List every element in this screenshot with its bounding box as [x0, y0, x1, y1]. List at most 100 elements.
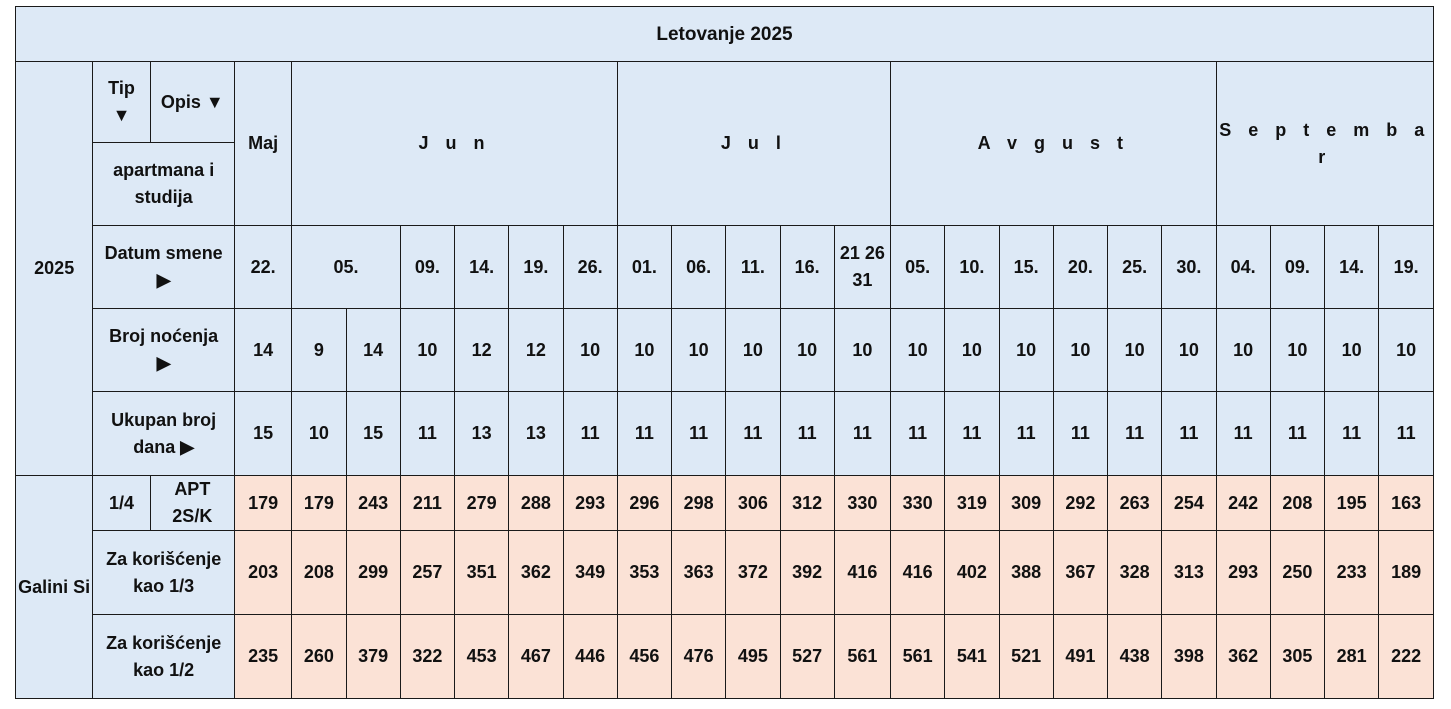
price-cell: 208	[291, 530, 347, 615]
tip-arrow-icon: ▼	[112, 105, 131, 125]
date-cell: 05.	[890, 225, 946, 309]
date-cell: 06.	[671, 225, 727, 309]
days-cell: 11	[1161, 391, 1217, 476]
price-cell: 242	[1215, 475, 1271, 531]
date-cell: 04.	[1215, 225, 1271, 309]
price-cell: 351	[454, 530, 510, 615]
nights-cell: 10	[998, 308, 1054, 392]
month-may: Maj	[234, 61, 293, 226]
price-cell: 306	[725, 475, 781, 531]
price-cell: 446	[562, 614, 618, 699]
days-cell: 11	[890, 391, 946, 476]
arrow-right-icon: ▶	[156, 353, 171, 373]
days-cell: 11	[616, 391, 673, 476]
price-cell: 330	[833, 475, 892, 531]
nights-cell: 10	[1378, 308, 1434, 392]
date-row: Datum smene ▶ 22. 05. 09. 14. 19. 26. 01. 06. 11…	[16, 225, 1434, 309]
price-cell: 402	[944, 530, 1000, 615]
days-cell: 11	[833, 391, 892, 476]
days-cell: 11	[998, 391, 1054, 476]
date-cell: 09.	[399, 225, 456, 309]
price-cell: 250	[1269, 530, 1326, 615]
price-table-container: Letovanje 2025 2025 Tip ▼ Opis ▼ Maj J u…	[14, 6, 1435, 699]
price-cell: 453	[454, 614, 510, 699]
price-cell: 398	[1161, 614, 1217, 699]
days-cell: 11	[779, 391, 835, 476]
price-cell: 561	[890, 614, 946, 699]
date-cell: 25.	[1107, 225, 1163, 309]
price-cell: 379	[345, 614, 401, 699]
price-cell: 491	[1052, 614, 1109, 699]
price-cell: 328	[1107, 530, 1163, 615]
arrow-right-icon: ▶	[180, 436, 195, 457]
tip-label: Tip	[108, 78, 135, 98]
days-cell: 13	[508, 391, 564, 476]
nights-row: Broj noćenja ▶ 14 9 14 10 12 12 10 10 10 10 10 10 10…	[16, 308, 1434, 392]
broj-nocenja-label: Broj noćenja ▶	[92, 308, 236, 392]
nights-cell: 10	[1107, 308, 1163, 392]
price-cell: 195	[1324, 475, 1380, 531]
date-cell: 22.	[234, 225, 293, 309]
days-cell: 11	[1052, 391, 1109, 476]
price-cell: 293	[562, 475, 618, 531]
nights-cell: 10	[1215, 308, 1271, 392]
price-cell: 179	[291, 475, 347, 531]
days-row: Ukupan broj dana ▶ 15 10 15 11 13 13 11 11 11 11 1…	[16, 391, 1434, 476]
price-cell: 322	[399, 614, 456, 699]
price-cell: 279	[454, 475, 510, 531]
price-cell: 388	[998, 530, 1054, 615]
date-cell: 21 26 31	[833, 225, 892, 309]
apt-tip: 1/4	[92, 475, 151, 531]
days-cell: 15	[345, 391, 401, 476]
nights-cell: 10	[616, 308, 673, 392]
price-cell: 243	[345, 475, 401, 531]
price-cell: 416	[890, 530, 946, 615]
date-cell: 15.	[998, 225, 1054, 309]
price-cell: 179	[234, 475, 293, 531]
days-cell: 11	[1269, 391, 1326, 476]
title-row: Letovanje 2025	[15, 6, 1434, 62]
price-cell: 349	[562, 530, 618, 615]
price-cell: 476	[671, 614, 727, 699]
nights-cell: 10	[833, 308, 892, 392]
days-cell: 11	[944, 391, 1000, 476]
price-cell: 235	[234, 614, 293, 699]
nights-cell: 10	[779, 308, 835, 392]
nights-cell: 12	[508, 308, 564, 392]
date-cell: 10.	[944, 225, 1000, 309]
ukupan-broj-dana-text: Ukupan broj dana	[111, 409, 217, 457]
opis-header: Opis ▼	[149, 61, 236, 143]
date-cell: 14.	[454, 225, 510, 309]
date-cell: 11.	[725, 225, 781, 309]
price-cell: 438	[1107, 614, 1163, 699]
table-title: Letovanje 2025	[15, 6, 1434, 62]
days-cell: 11	[1215, 391, 1271, 476]
ukupan-broj-dana-label: Ukupan broj dana ▶	[92, 391, 236, 476]
usage-1-3-label: Za korišćenje kao 1/3	[92, 530, 236, 615]
year-label: 2025	[14, 61, 94, 476]
price-cell: 254	[1161, 475, 1217, 531]
days-cell: 11	[725, 391, 781, 476]
apt-opis: APT 2S/K	[149, 475, 236, 531]
date-cell: 20.	[1052, 225, 1109, 309]
nights-cell: 10	[1161, 308, 1217, 392]
broj-nocenja-text: Broj noćenja	[109, 326, 219, 346]
apartmana-label: apartmana i studija	[92, 142, 236, 226]
days-cell: 11	[1378, 391, 1434, 476]
price-cell: 521	[998, 614, 1054, 699]
price-cell: 456	[616, 614, 673, 699]
price-cell: 293	[1215, 530, 1271, 615]
price-cell: 495	[725, 614, 781, 699]
days-cell: 10	[291, 391, 347, 476]
price-cell: 392	[779, 530, 835, 615]
date-cell: 09.	[1269, 225, 1326, 309]
usage-1-2-label: Za korišćenje kao 1/2	[92, 614, 236, 699]
price-cell: 372	[725, 530, 781, 615]
price-cell: 189	[1378, 530, 1434, 615]
nights-cell: 14	[345, 308, 401, 392]
price-cell: 263	[1107, 475, 1163, 531]
date-cell: 01.	[616, 225, 673, 309]
price-cell: 296	[616, 475, 673, 531]
price-cell: 561	[833, 614, 892, 699]
nights-cell: 9	[291, 308, 347, 392]
